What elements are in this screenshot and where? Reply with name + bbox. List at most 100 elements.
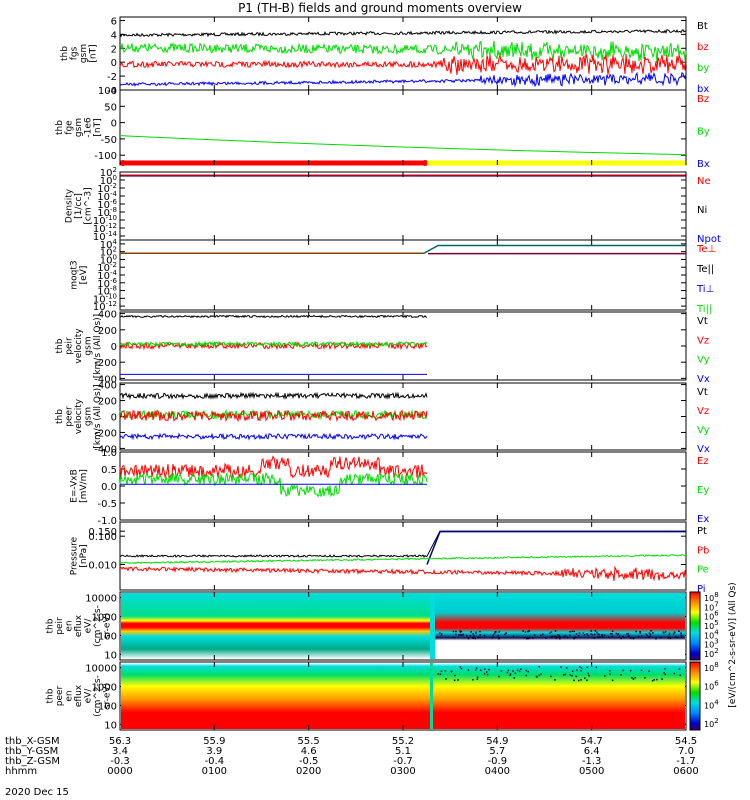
panel-p7: 1.0 0.5 0.0 -0.5 -1.0 E=-VxB [mV/m] Ez Ey Ex — [69, 448, 709, 527]
label: -2 — [107, 72, 117, 83]
legend-By: By — [697, 127, 710, 138]
spectrogram-speckle — [632, 637, 635, 639]
spectrogram-speckle — [571, 674, 573, 677]
y-label-line: thb — [46, 688, 56, 703]
colorbar — [689, 591, 701, 661]
y-label-line: Density — [65, 188, 75, 223]
spectrogram-speckle — [571, 670, 574, 673]
spectrogram-speckle — [627, 635, 630, 637]
label: 10 — [104, 720, 117, 731]
spectrogram-speckle — [527, 670, 529, 673]
spectrogram-speckle — [646, 634, 649, 637]
label: 10 — [104, 650, 117, 661]
spectrogram-speckle — [580, 667, 583, 670]
spectrogram-speckle — [554, 635, 557, 638]
legend-Pi: Pi — [697, 584, 706, 595]
x-axis-labels: thb_X-GSMthb_Y-GSMthb_Z-GSMhhmm56.33.4-0… — [5, 736, 699, 777]
y-label-line: en — [65, 690, 75, 701]
y-axis-label: thb peer en eflux eV/(cm^2-s-sr-eV) — [46, 675, 113, 717]
x-tick-label: 3.9 — [206, 746, 222, 757]
spectrogram-speckle — [672, 633, 675, 635]
spectrogram-speckle — [459, 666, 462, 668]
label: 6 — [111, 16, 117, 27]
spectrogram-speckle — [545, 637, 547, 639]
spectrogram-speckle — [554, 679, 556, 681]
spectrogram-speckle — [459, 633, 462, 636]
spectrogram-speckle — [475, 667, 478, 669]
spectrogram-speckle — [467, 637, 470, 640]
x-tick-label: -0.4 — [205, 756, 225, 767]
spectrogram-speckle — [528, 630, 531, 632]
spectrogram-speckle — [469, 635, 472, 637]
x-tick-label: 54.7 — [581, 736, 603, 747]
x-tick-label: -0.5 — [299, 756, 319, 767]
x-tick-label: 54.5 — [675, 736, 697, 747]
spectrogram-speckle — [475, 631, 477, 634]
legend-Ey: Ey — [697, 485, 709, 496]
x-tick-label: 4.6 — [301, 746, 317, 757]
label: 1000 — [92, 613, 117, 624]
spectrogram-speckle — [597, 633, 599, 635]
spectrogram-speckle — [639, 631, 641, 634]
spectrogram-speckle — [454, 674, 456, 677]
x-tick-label: 56.3 — [109, 736, 131, 747]
x-tick-label: 3.4 — [112, 746, 128, 757]
legend-Ez: Ez — [697, 456, 709, 467]
x-tick-label: -0.3 — [110, 756, 130, 767]
spectrogram-speckle — [596, 631, 598, 634]
spectrogram-speckle — [476, 678, 479, 680]
spectrogram-speckle — [617, 633, 620, 635]
legend-Npot: Npot — [697, 234, 721, 245]
spectrogram-speckle — [560, 666, 562, 668]
spectrogram-speckle — [474, 669, 477, 671]
spectrogram-speckle — [527, 637, 529, 640]
series-bx — [119, 71, 687, 88]
spectrogram-speckle — [604, 675, 606, 677]
spectrogram-speckle — [599, 635, 601, 638]
legend-Vy: Vy — [697, 425, 710, 436]
label: 0 — [111, 58, 117, 69]
spectrogram-speckle — [492, 634, 494, 637]
legend-Pt: Pt — [697, 526, 707, 537]
x-tick-label: -1.3 — [582, 756, 602, 767]
spectrogram-speckle — [615, 632, 618, 635]
spectrogram-speckle — [455, 633, 457, 635]
spectrogram-speckle — [549, 632, 551, 635]
series-Pe — [119, 553, 687, 565]
label: 0.010 — [88, 561, 117, 572]
y-label-line: [nT] — [88, 44, 98, 62]
spectrogram-speckle — [562, 674, 565, 676]
label: -400 — [94, 374, 117, 385]
x-tick-label: 0200 — [296, 766, 321, 777]
legend-bz: bz — [697, 42, 709, 53]
spectrogram-speckle — [495, 631, 497, 633]
spectrogram-speckle — [650, 630, 652, 632]
legend-Pe: Pe — [697, 565, 709, 576]
legend-Ni: Ni — [697, 205, 707, 216]
y-label-line: [mV/m] — [79, 469, 89, 503]
spectrogram-speckle — [651, 679, 654, 682]
spectrogram-speckle — [584, 677, 586, 680]
label: -100 — [94, 151, 117, 162]
panel-p10: 10000 1000 100 10 thb peer en eflux eV/(cm^2-s-s… — [46, 661, 720, 731]
y-label-line: fgs — [69, 46, 79, 60]
spectrogram-speckle — [573, 637, 575, 640]
y-label-line: peir — [65, 337, 75, 355]
spectrogram-speckle — [629, 637, 632, 639]
spectrogram-speckle — [649, 635, 652, 637]
spectrogram-speckle — [486, 673, 489, 676]
label: 100 — [98, 631, 117, 642]
spectrogram-speckle — [476, 676, 479, 678]
y-axis-label: E=-VxB [mV/m] — [69, 469, 89, 503]
spectrogram-speckle — [477, 636, 479, 639]
spectrogram-speckle — [525, 637, 528, 640]
spectrogram-speckle — [450, 670, 453, 673]
spectrogram-speckle — [573, 630, 575, 633]
legend-Te⊥: Te⊥ — [696, 244, 716, 255]
spectrogram-speckle — [655, 637, 657, 640]
y-axis-label: moqt3 [eV] — [69, 260, 89, 289]
spectrogram-speckle — [453, 636, 455, 639]
spectrogram-speckle — [580, 679, 582, 681]
spectrogram-speckle — [635, 630, 637, 633]
